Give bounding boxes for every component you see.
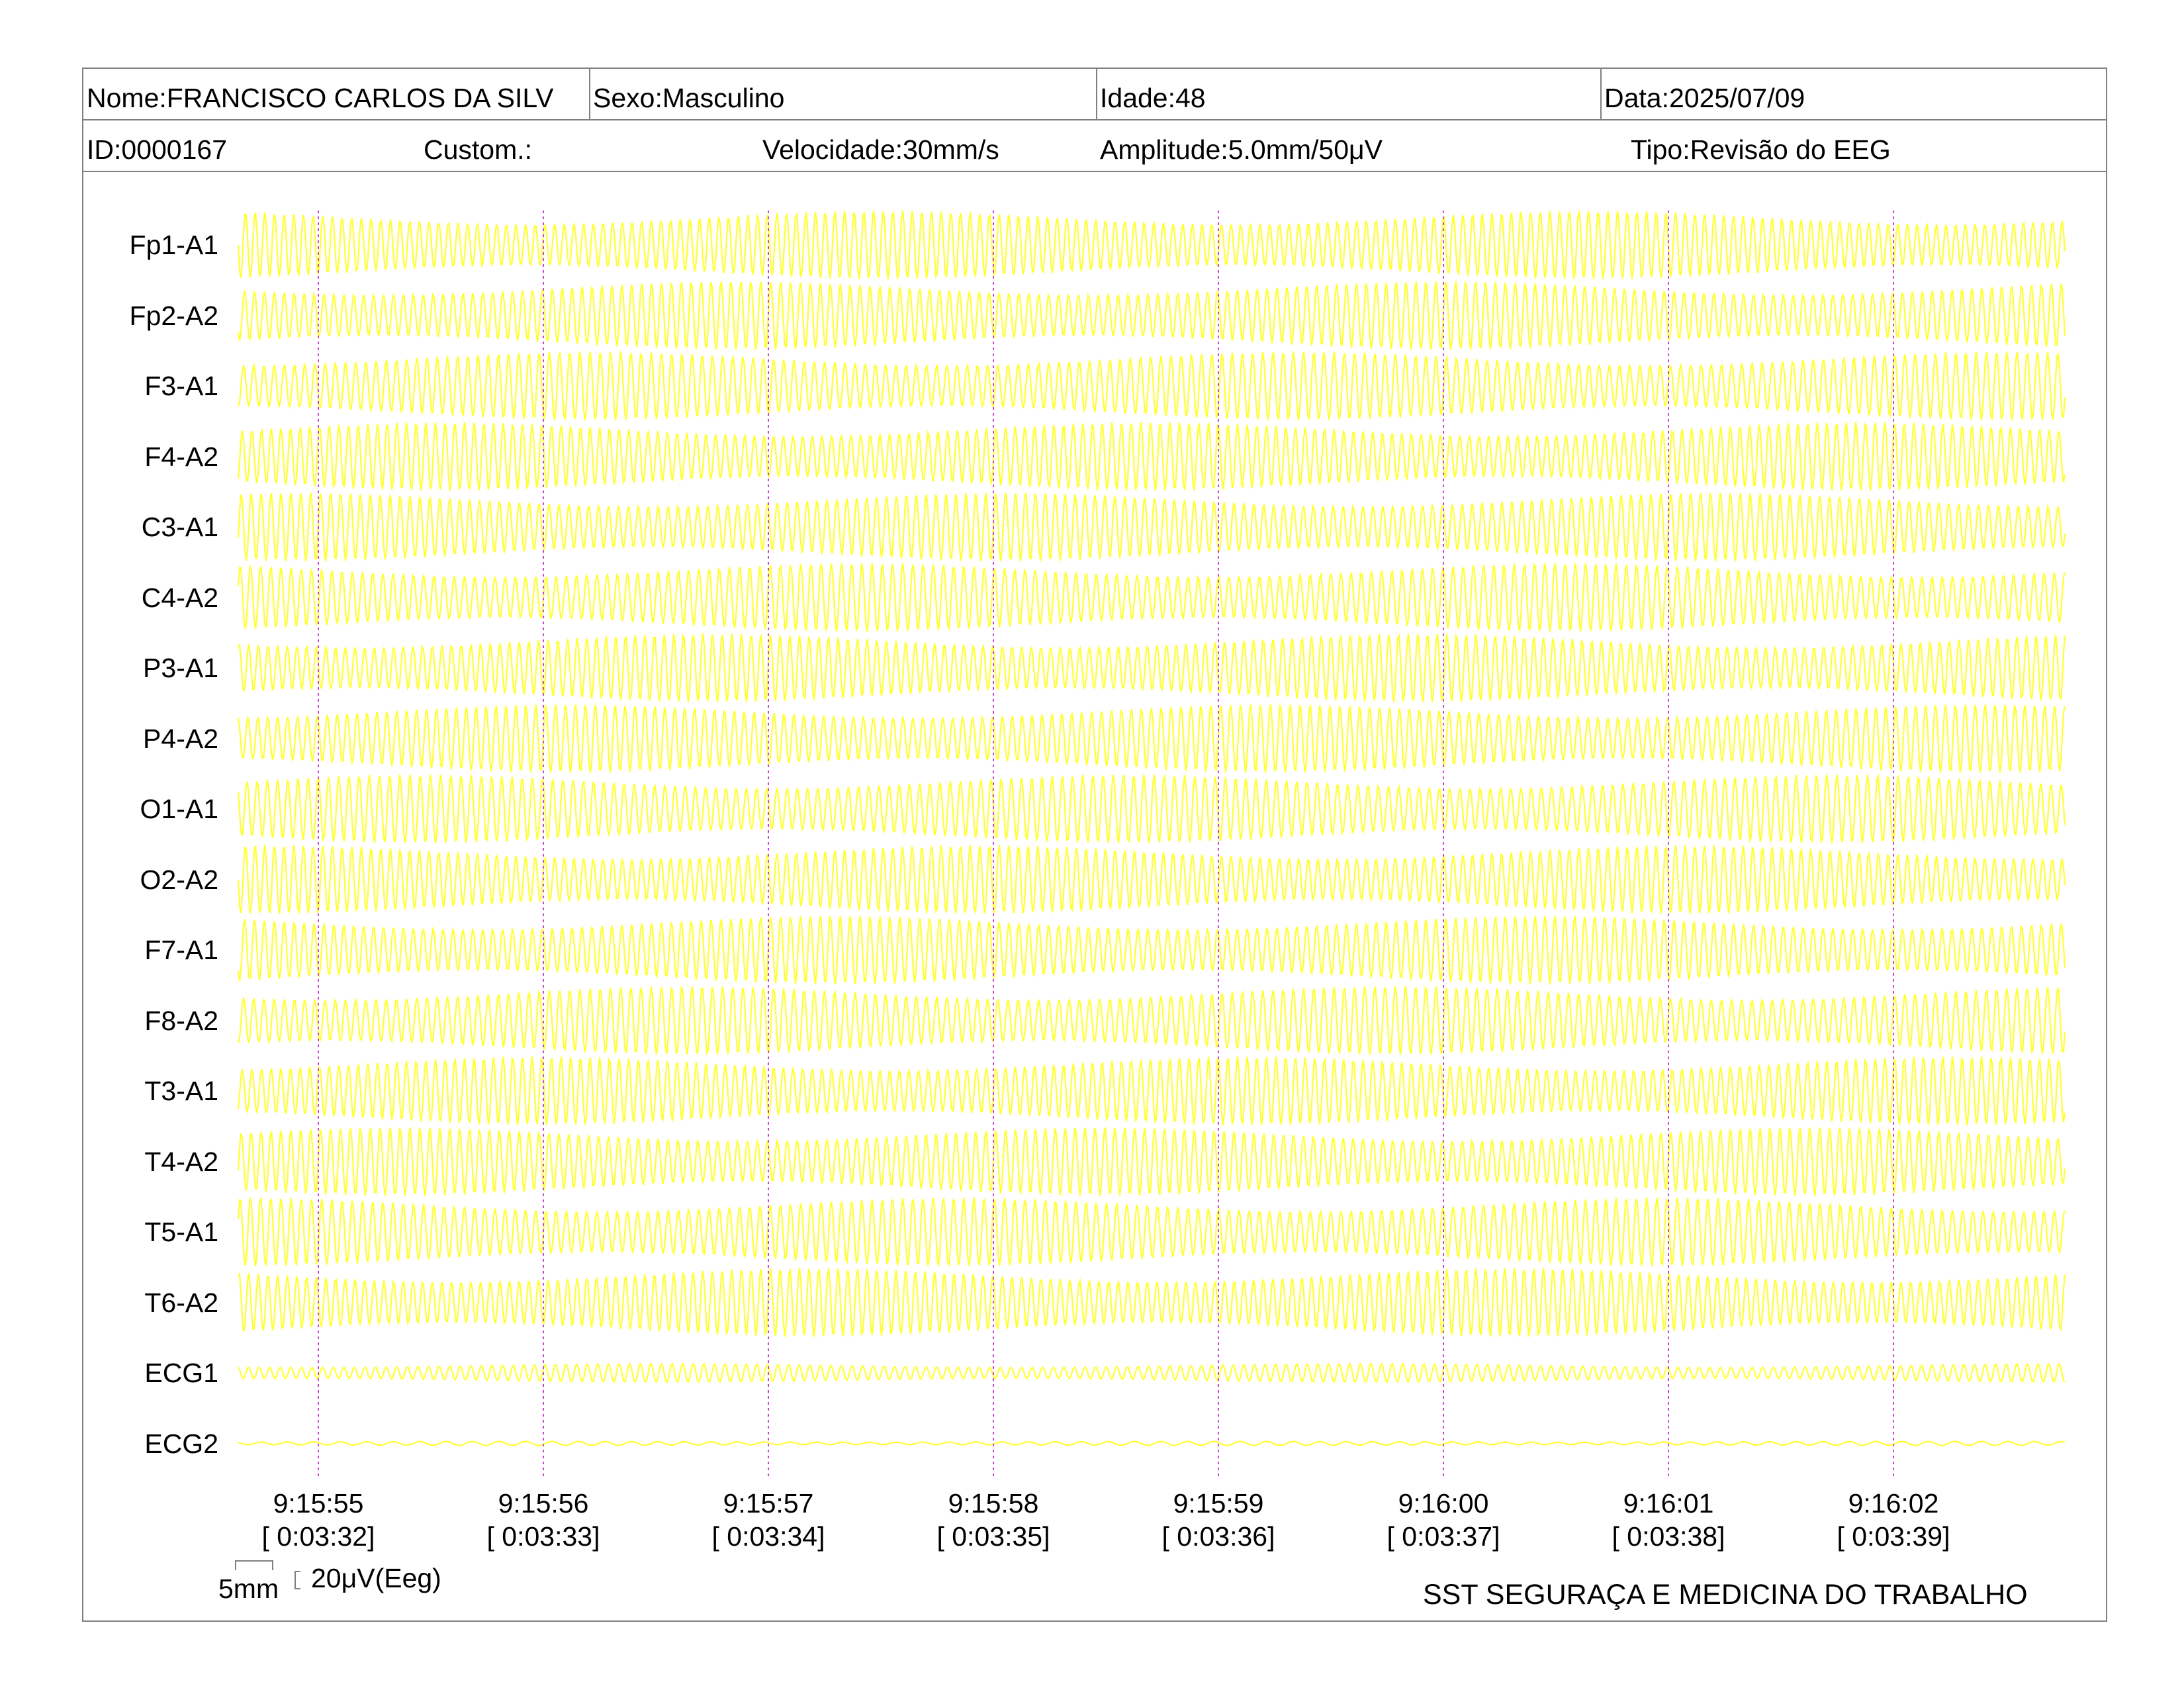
speed-setting: Velocidade:30mm/s xyxy=(762,134,999,165)
header-cell-divider xyxy=(1096,68,1097,120)
header-divider xyxy=(82,119,2107,120)
channel-label-c4-a2: C4-A2 xyxy=(141,582,218,613)
record-type: Tipo:Revisão do EEG xyxy=(1631,134,1891,165)
time-elapsed-label: [ 0:03:37] xyxy=(1387,1521,1500,1552)
patient-id: ID:0000167 xyxy=(87,134,228,165)
trace-o2-a2 xyxy=(237,845,2066,915)
channel-label-f7-a1: F7-A1 xyxy=(144,935,218,965)
organization-name: SST SEGURAÇA E MEDICINA DO TRABALHO xyxy=(1423,1579,2028,1611)
scale-bar-icon xyxy=(235,1560,300,1589)
trace-c3-a1 xyxy=(237,492,2066,562)
record-date: Data:2025/07/09 xyxy=(1604,83,1805,113)
patient-age: Idade:48 xyxy=(1100,83,1206,113)
trace-f3-a1 xyxy=(237,352,2066,422)
time-clock-label: 9:15:58 xyxy=(948,1488,1039,1519)
trace-ecg1 xyxy=(238,1362,2066,1383)
channel-label-t3-a1: T3-A1 xyxy=(144,1076,218,1106)
trace-f8-a2 xyxy=(237,986,2066,1056)
channel-label-ecg1: ECG1 xyxy=(144,1358,218,1388)
header-cell-divider xyxy=(1600,68,1602,120)
channel-label-t5-a1: T5-A1 xyxy=(144,1217,218,1247)
time-clock-label: 9:15:59 xyxy=(1173,1488,1264,1519)
channel-label-fp2-a2: Fp2-A2 xyxy=(129,300,218,331)
channel-label-t6-a2: T6-A2 xyxy=(144,1287,218,1318)
time-clock-label: 9:15:55 xyxy=(273,1488,364,1519)
time-elapsed-label: [ 0:03:36] xyxy=(1161,1521,1275,1552)
channel-label-c3-a1: C3-A1 xyxy=(141,512,218,542)
trace-p3-a1 xyxy=(238,633,2066,703)
channel-label-t4-a2: T4-A2 xyxy=(144,1146,218,1177)
trace-t6-a2 xyxy=(238,1268,2066,1337)
time-elapsed-label: [ 0:03:34] xyxy=(711,1521,825,1552)
channel-label-f3-a1: F3-A1 xyxy=(144,371,218,401)
patient-sex: Sexo:Masculino xyxy=(593,83,785,113)
channel-label-fp1-a1: Fp1-A1 xyxy=(129,230,218,260)
report-frame xyxy=(82,68,2107,1622)
channel-label-p4-a2: P4-A2 xyxy=(143,723,218,754)
time-clock-label: 9:16:00 xyxy=(1398,1488,1489,1519)
time-elapsed-label: [ 0:03:32] xyxy=(261,1521,375,1552)
time-clock-label: 9:15:56 xyxy=(498,1488,589,1519)
custom-field: Custom.: xyxy=(424,134,533,165)
trace-fp1-a1 xyxy=(237,210,2066,280)
channel-label-f4-a2: F4-A2 xyxy=(144,441,218,472)
patient-name: Nome:FRANCISCO CARLOS DA SILV xyxy=(87,83,554,113)
time-elapsed-label: [ 0:03:33] xyxy=(486,1521,600,1552)
time-scale-label: 5mm xyxy=(218,1573,279,1604)
time-elapsed-label: [ 0:03:38] xyxy=(1612,1521,1725,1552)
time-clock-label: 9:16:02 xyxy=(1848,1488,1939,1519)
trace-c4-a2 xyxy=(237,562,2066,632)
header-cell-divider xyxy=(589,68,590,120)
trace-fp2-a2 xyxy=(237,281,2066,350)
trace-ecg2 xyxy=(238,1440,2066,1446)
channel-label-o1-a1: O1-A1 xyxy=(140,794,219,824)
trace-f7-a1 xyxy=(237,915,2066,985)
trace-f4-a2 xyxy=(237,422,2066,492)
trace-t4-a2 xyxy=(237,1127,2066,1196)
amplitude-setting: Amplitude:5.0mm/50μV xyxy=(1100,134,1383,165)
channel-label-ecg2: ECG2 xyxy=(144,1428,218,1459)
time-elapsed-label: [ 0:03:39] xyxy=(1837,1521,1950,1552)
channel-label-o2-a2: O2-A2 xyxy=(140,864,219,895)
header-divider xyxy=(82,171,2107,172)
trace-p4-a2 xyxy=(237,704,2066,773)
trace-t3-a1 xyxy=(237,1056,2066,1126)
channel-label-f8-a2: F8-A2 xyxy=(144,1005,218,1036)
time-clock-label: 9:15:57 xyxy=(723,1488,814,1519)
trace-o1-a1 xyxy=(237,774,2066,844)
time-clock-label: 9:16:01 xyxy=(1623,1488,1714,1519)
channel-label-p3-a1: P3-A1 xyxy=(143,653,218,683)
time-elapsed-label: [ 0:03:35] xyxy=(936,1521,1050,1552)
trace-t5-a1 xyxy=(237,1197,2066,1268)
amplitude-scale-label: 20μV(Eeg) xyxy=(311,1563,441,1593)
